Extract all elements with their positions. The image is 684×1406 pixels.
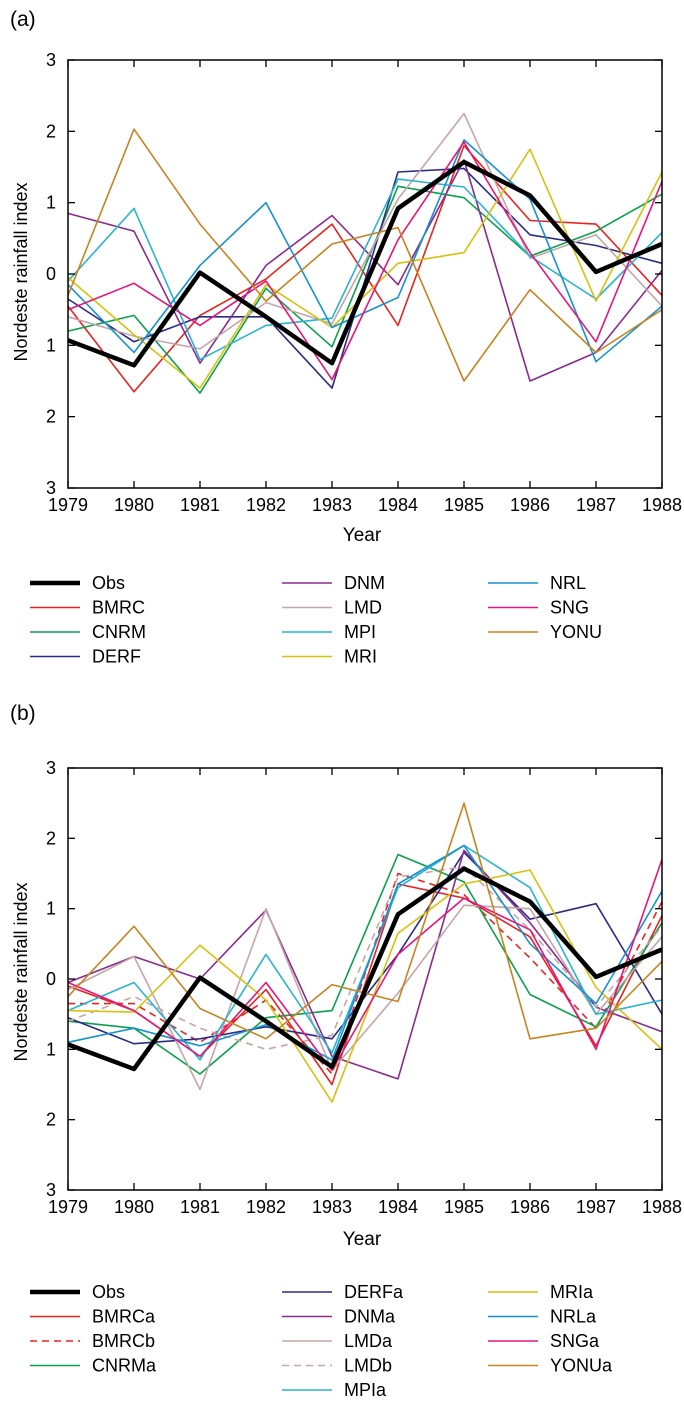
y-tick-label: 1 <box>46 899 56 919</box>
y-tick-label: 2 <box>46 407 56 427</box>
y-tick-label: 3 <box>46 478 56 498</box>
x-tick-label: 1979 <box>48 1197 88 1217</box>
y-tick-label: 1 <box>46 1039 56 1059</box>
series-line-lmdb <box>67 865 663 1051</box>
y-tick-label: 0 <box>46 969 56 989</box>
x-tick-label: 1981 <box>180 1197 220 1217</box>
legend-label-bmrca: BMRCa <box>92 1307 156 1327</box>
legend-label-nrla: NRLa <box>550 1307 597 1327</box>
y-tick-label: 3 <box>46 50 56 70</box>
legend-label-bmrc: BMRC <box>92 598 145 618</box>
y-axis-label: Nordeste rainfall index <box>11 882 31 1061</box>
series-line-obs <box>67 159 663 368</box>
series-line-sng <box>67 141 663 381</box>
series-line-mpi <box>67 178 663 361</box>
series-line-derfa <box>67 851 663 1045</box>
legend-label-dnm: DNM <box>344 573 385 593</box>
series-line-bmrca <box>67 883 663 1086</box>
x-tick-label: 1983 <box>312 495 352 515</box>
series-line-nrla <box>67 844 663 1061</box>
panel-a: (a) Nordeste rainfall index Year 3 2 1 0 1 2 3… <box>10 8 682 667</box>
legend-label-obs: Obs <box>92 573 125 593</box>
legend-label-cnrm: CNRM <box>92 622 146 642</box>
x-tick-label: 1988 <box>642 1197 682 1217</box>
x-tick-label: 1987 <box>576 1197 616 1217</box>
legend: Obs BMRCa BMRCb CNRMa DERFa DNMa LMDa LMDb MPIa M… <box>30 1282 613 1400</box>
y-tick-label: 2 <box>46 1110 56 1130</box>
x-tick-label: 1981 <box>180 495 220 515</box>
series-line-yonu <box>67 128 663 382</box>
legend-label-lmd: LMD <box>344 598 382 618</box>
x-tick-label: 1980 <box>114 1197 154 1217</box>
x-tick-label: 1987 <box>576 495 616 515</box>
x-tick-label: 1986 <box>510 495 550 515</box>
legend-label-lmdb: LMDb <box>344 1356 392 1376</box>
legend-label-mpia: MPIa <box>344 1380 387 1400</box>
x-tick-label: 1986 <box>510 1197 550 1217</box>
series-line-mria <box>67 869 663 1103</box>
x-tick-label: 1985 <box>444 1197 484 1217</box>
legend-label-dnma: DNMa <box>344 1307 396 1327</box>
legend-label-lmda: LMDa <box>344 1331 393 1351</box>
legend-label-obs: Obs <box>92 1282 125 1302</box>
legend-label-mria: MRIa <box>550 1282 594 1302</box>
legend-label-snga: SNGa <box>550 1331 600 1351</box>
legend-label-mri: MRI <box>344 647 377 667</box>
x-axis-label: Year <box>343 1229 382 1250</box>
series-line-derf <box>67 167 663 389</box>
y-tick-label: 3 <box>46 1180 56 1200</box>
legend-label-yonua: YONUa <box>550 1356 613 1376</box>
x-tick-label: 1980 <box>114 495 154 515</box>
legend-label-derf: DERF <box>92 647 141 667</box>
series-line-dnm <box>67 159 663 382</box>
x-tick-label: 1984 <box>378 495 418 515</box>
series-line-obs <box>67 866 663 1072</box>
legend-label-mpi: MPI <box>344 622 376 642</box>
series-line-snga <box>67 859 663 1072</box>
series-line-nrl <box>67 139 663 363</box>
legend-label-derfa: DERFa <box>344 1282 404 1302</box>
x-tick-label: 1988 <box>642 495 682 515</box>
legend-label-sng: SNG <box>550 598 589 618</box>
x-tick-label: 1982 <box>246 495 286 515</box>
x-tick-label: 1982 <box>246 1197 286 1217</box>
series-line-mri <box>67 148 663 389</box>
y-axis-label: Nordeste rainfall index <box>11 182 31 361</box>
x-tick-label: 1985 <box>444 495 484 515</box>
legend-label-nrl: NRL <box>550 573 586 593</box>
x-axis-label: Year <box>343 525 382 546</box>
legend-label-yonu: YONU <box>550 622 602 642</box>
legend-label-bmrcb: BMRCb <box>92 1331 155 1351</box>
legend-label-cnrma: CNRMa <box>92 1356 157 1376</box>
x-tick-label: 1983 <box>312 1197 352 1217</box>
panel-label: (b) <box>10 702 36 725</box>
y-tick-label: 0 <box>46 264 56 284</box>
series-line-cnrma <box>67 853 663 1075</box>
y-tick-label: 1 <box>46 335 56 355</box>
series-line-lmd <box>67 112 663 350</box>
y-tick-label: 3 <box>46 758 56 778</box>
y-tick-label: 2 <box>46 828 56 848</box>
panel-label: (a) <box>10 8 36 31</box>
panel-b: (b) Nordeste rainfall index Year 3 2 1 0 1 2 3… <box>10 702 682 1400</box>
legend: Obs BMRC CNRM DERF DNM LMD MPI MRI NRL SNG YONU <box>30 573 602 667</box>
x-tick-label: 1979 <box>48 495 88 515</box>
y-tick-label: 2 <box>46 121 56 141</box>
x-tick-label: 1984 <box>378 1197 418 1217</box>
series-line-cnrm <box>67 185 663 394</box>
y-tick-label: 1 <box>46 193 56 213</box>
